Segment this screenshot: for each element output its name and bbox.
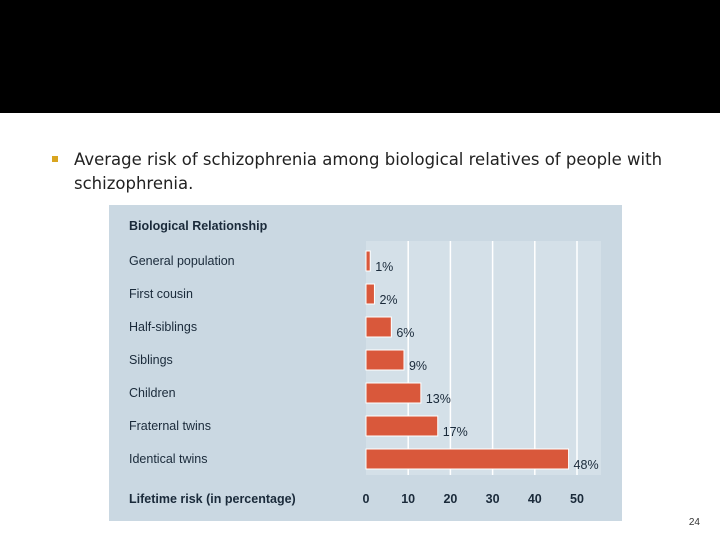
title-band (0, 0, 720, 113)
value-label: 13% (426, 392, 451, 406)
bar (365, 382, 422, 404)
x-axis-label: Lifetime risk (in percentage) (129, 492, 296, 506)
category-label: General population (129, 254, 235, 268)
bar (365, 283, 375, 305)
risk-chart: Biological Relationship General populatio… (109, 205, 622, 521)
value-label: 2% (379, 293, 397, 307)
x-tick-label: 20 (443, 492, 457, 506)
bar (365, 349, 405, 371)
category-label: Identical twins (129, 452, 208, 466)
value-label: 48% (574, 458, 599, 472)
value-label: 17% (443, 425, 468, 439)
category-label: Half-siblings (129, 320, 197, 334)
bar (365, 448, 570, 470)
bullet-square-icon (52, 156, 58, 162)
value-label: 1% (375, 260, 393, 274)
x-tick-label: 10 (401, 492, 415, 506)
value-label: 6% (396, 326, 414, 340)
bar (365, 316, 392, 338)
bar (365, 250, 371, 272)
category-label: First cousin (129, 287, 193, 301)
category-label: Children (129, 386, 176, 400)
risk-chart-svg: Biological Relationship General populatio… (129, 219, 601, 506)
category-label: Fraternal twins (129, 419, 211, 433)
bar (365, 415, 439, 437)
value-label: 9% (409, 359, 427, 373)
category-label: Siblings (129, 353, 173, 367)
x-tick-label: 50 (570, 492, 584, 506)
chart-title: Biological Relationship (129, 219, 268, 233)
x-tick-label: 40 (528, 492, 542, 506)
page-number: 24 (688, 517, 700, 528)
bullet-text: Average risk of schizophrenia among biol… (74, 150, 663, 193)
x-tick-label: 0 (363, 492, 370, 506)
x-tick-label: 30 (486, 492, 500, 506)
